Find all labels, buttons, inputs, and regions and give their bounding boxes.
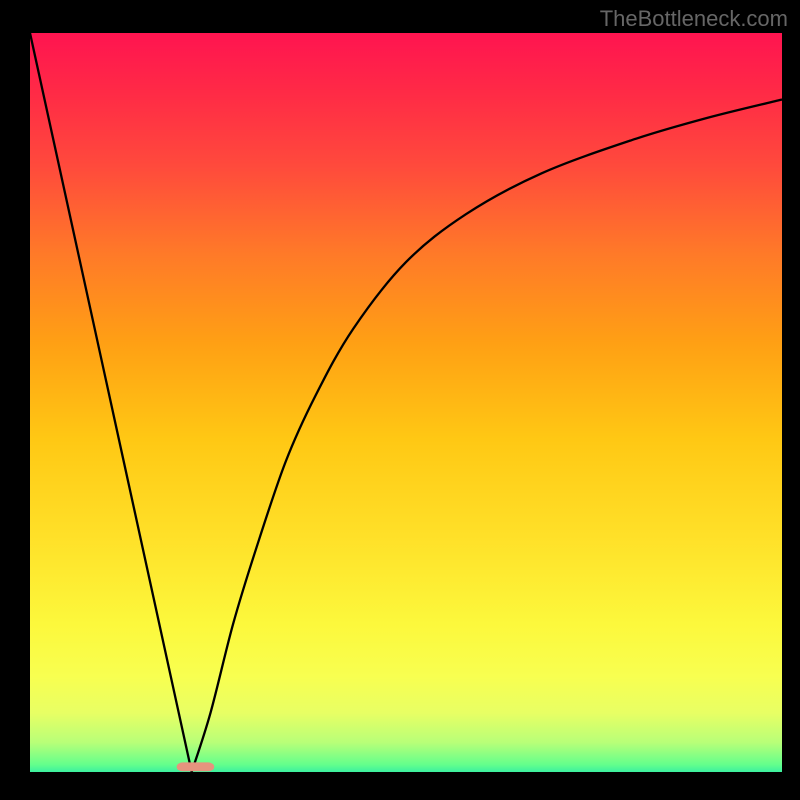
watermark-text: TheBottleneck.com	[600, 6, 788, 32]
border-right	[782, 0, 800, 800]
notch-marker	[177, 762, 215, 771]
bottleneck-chart	[0, 0, 800, 800]
border-left	[0, 0, 30, 800]
border-bottom	[0, 772, 800, 800]
chart-background	[30, 33, 782, 772]
chart-container: TheBottleneck.com	[0, 0, 800, 800]
